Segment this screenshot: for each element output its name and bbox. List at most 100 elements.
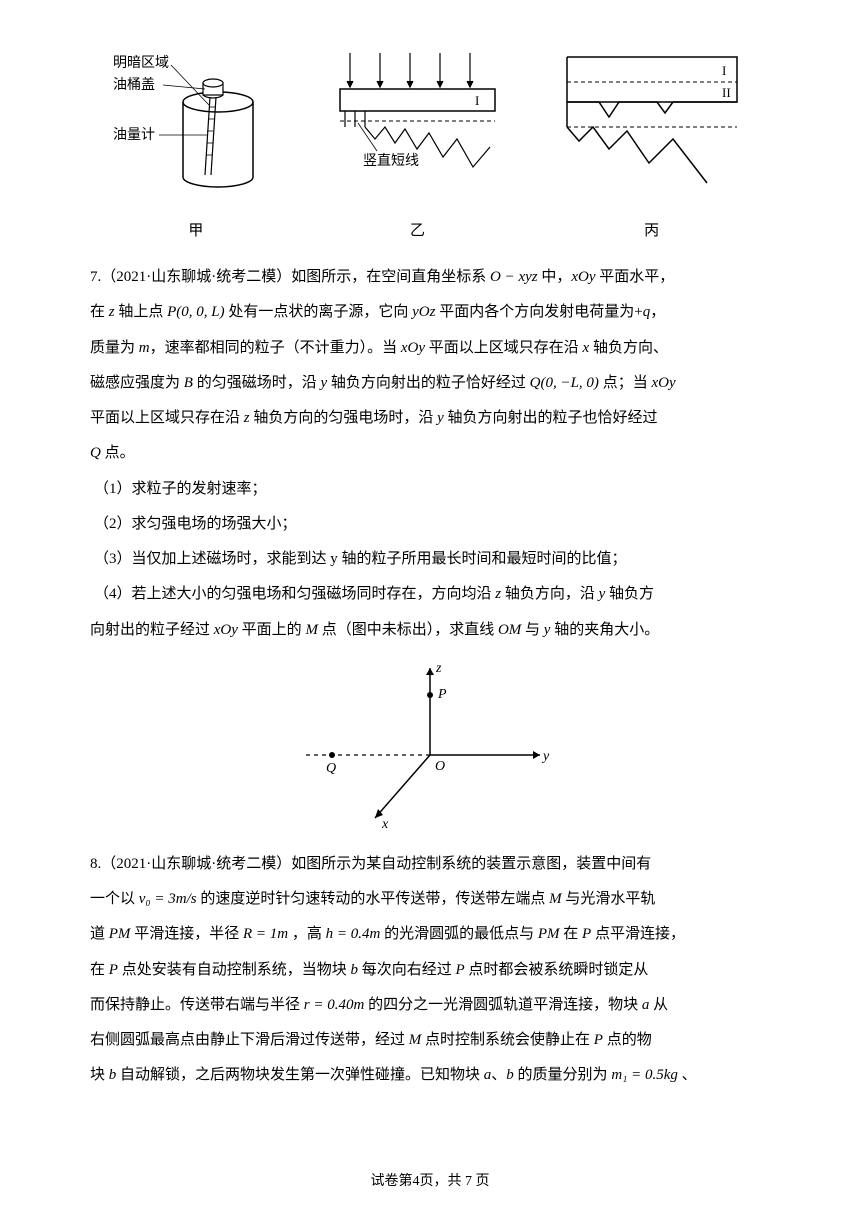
jia-svg: 明暗区域 油桶盖 油量计 <box>113 47 278 207</box>
q8-l4c: 每次向右经过 <box>358 962 456 978</box>
q7-s4f: 点（图中未标出），求直线 <box>318 622 498 638</box>
q8-P2: P <box>109 962 118 978</box>
yi-caption: 乙 <box>410 219 425 240</box>
q7-t: 7.（2021·山东聊城·统考二模）如图所示，在空间直角坐标系 <box>90 269 490 285</box>
q8-l5c: 从 <box>649 997 668 1013</box>
bing-label-II: II <box>722 85 731 100</box>
q8-l2b: 的速度逆时针匀速转动的水平传送带，传送带左端点 <box>197 891 550 907</box>
q7-xoy4: xOy <box>214 622 238 638</box>
q7-t8: 质量为 <box>90 340 139 356</box>
question-7: 7.（2021·山东聊城·统考二模）如图所示，在空间直角坐标系 O − xyz … <box>90 260 770 648</box>
figure-jia: 明暗区域 油桶盖 油量计 甲 <box>113 47 278 240</box>
q8-l6a: 右侧圆弧最高点由静止下滑后滑过传送带，经过 <box>90 1032 409 1048</box>
bing-svg: I II <box>557 47 747 207</box>
q8-l4d: 点时都会被系统瞬时锁定从 <box>465 962 649 978</box>
q7-t10: 平面以上区域只存在沿 <box>425 340 583 356</box>
figure-yi: I 竖直短线 乙 <box>325 47 510 240</box>
q7-OM: OM <box>498 622 521 638</box>
bing-label-I: I <box>722 63 726 78</box>
q8-r: r = 0.40m <box>304 997 365 1013</box>
q7-t9: ，速率都相同的粒子（不计重力）。当 <box>150 340 401 356</box>
question-8: 8.（2021·山东聊城·统考二模）如图所示为某自动控制系统的装置示意图，装置中… <box>90 847 770 1094</box>
q8-h: h = 0.4m <box>326 926 381 942</box>
coord-x: x <box>381 817 389 832</box>
q7-t16: 平面以上区域只存在沿 <box>90 410 244 426</box>
q8-l1: 8.（2021·山东聊城·统考二模）如图所示为某自动控制系统的装置示意图，装置中… <box>90 847 770 882</box>
q7-xoy1: xOy <box>571 269 595 285</box>
q8-l3a: 道 <box>90 926 109 942</box>
q7-t6: 处有一点状的离子源，它向 <box>225 304 413 320</box>
bing-caption: 丙 <box>644 219 659 240</box>
coord-O: O <box>435 759 445 774</box>
yi-svg: I 竖直短线 <box>325 47 510 207</box>
q7-oxyz: O − xyz <box>490 269 538 285</box>
q8-l7d: 的质量分别为 <box>514 1067 612 1083</box>
q8-l5b: 的四分之一光滑圆弧轨道平滑连接，物块 <box>364 997 642 1013</box>
q7-s4d: 向射出的粒子经过 <box>90 622 214 638</box>
q8-l2c: 与光滑水平轨 <box>562 891 656 907</box>
coord-z: z <box>435 661 442 676</box>
q7-xoy3: xOy <box>651 375 675 391</box>
yi-label-I: I <box>475 93 479 108</box>
q7-t12: 磁感应强度为 <box>90 375 184 391</box>
q8-l7a: 块 <box>90 1067 109 1083</box>
q7-m: m <box>139 340 150 356</box>
q7-t2: 中， <box>538 269 572 285</box>
q8-R: R = 1m <box>243 926 288 942</box>
coord-Q: Q <box>326 761 336 776</box>
q8-P3: P <box>455 962 464 978</box>
q7-sub1: （1）求粒子的发射速率； <box>90 472 770 507</box>
q8-l3b: 平滑连接，半径 <box>130 926 243 942</box>
q7-P: P(0, 0, L) <box>167 304 225 320</box>
figure-bing: I II 丙 <box>557 47 747 240</box>
figures-row: 明暗区域 油桶盖 油量计 甲 I <box>90 40 770 240</box>
q8-PM1: PM <box>109 926 131 942</box>
coord-svg: y z x O P Q <box>290 660 570 835</box>
jia-label3: 油量计 <box>113 127 155 143</box>
q7-xoy2: xOy <box>401 340 425 356</box>
q8-l4a: 在 <box>90 962 109 978</box>
q8-v0: v₀ = 3m/s <box>139 891 197 907</box>
q8-l6c: 点的物 <box>603 1032 652 1048</box>
q8-l2a: 一个以 <box>90 891 139 907</box>
q7-s4a: （4）若上述大小的匀强电场和匀强磁场同时存在，方向均沿 <box>94 586 495 602</box>
q7-t19: 点。 <box>101 445 135 461</box>
q7-sub2: （2）求匀强电场的场强大小； <box>90 507 770 542</box>
q7-s4g: 与 <box>521 622 544 638</box>
q8-l4b: 点处安装有自动控制系统，当物块 <box>118 962 351 978</box>
q7-s4e: 平面上的 <box>238 622 306 638</box>
q7-t7b: ， <box>650 304 665 320</box>
q7-t18: 轴负方向射出的粒子也恰好经过 <box>444 410 658 426</box>
q8-M1: M <box>549 891 562 907</box>
q7-Q: Q(0, −L, 0) <box>530 375 599 391</box>
q7-B: B <box>184 375 193 391</box>
yi-label-line: 竖直短线 <box>363 152 419 169</box>
q7-t15: 点；当 <box>599 375 652 391</box>
q7-s4h: 轴的夹角大小。 <box>550 622 659 638</box>
q7-t3: 平面水平， <box>596 269 675 285</box>
q8-l5a: 而保持静止。传送带右端与半径 <box>90 997 304 1013</box>
jia-label2: 油桶盖 <box>113 77 155 93</box>
coord-figure: y z x O P Q <box>90 660 770 835</box>
q7-yoz: yOz <box>412 304 435 320</box>
q8-PM2: PM <box>538 926 560 942</box>
q8-M2: M <box>409 1032 422 1048</box>
q8-l7e: 、 <box>678 1067 697 1083</box>
q8-P4: P <box>594 1032 603 1048</box>
q7-t11: 轴负方向、 <box>589 340 668 356</box>
jia-label1: 明暗区域 <box>113 55 169 71</box>
q7-s4c: 轴负方 <box>605 586 654 602</box>
q7-t17: 轴负方向的匀强电场时，沿 <box>250 410 438 426</box>
q7-sub3: （3）当仅加上述磁场时，求能到达 y 轴的粒子所用最长时间和最短时间的比值； <box>90 542 770 577</box>
q8-b3: b <box>506 1067 514 1083</box>
jia-caption: 甲 <box>188 219 203 240</box>
q7-y2: y <box>437 410 444 426</box>
q8-l6b: 点时控制系统会使静止在 <box>421 1032 594 1048</box>
q7-t5: 轴上点 <box>115 304 168 320</box>
q8-l3e: 在 <box>560 926 583 942</box>
coord-y: y <box>541 749 550 764</box>
q8-l3f: 点平滑连接， <box>591 926 685 942</box>
q8-l7b: 自动解锁，之后两物块发生第一次弹性碰撞。已知物块 <box>116 1067 484 1083</box>
coord-P: P <box>437 687 447 702</box>
q8-b1: b <box>350 962 358 978</box>
